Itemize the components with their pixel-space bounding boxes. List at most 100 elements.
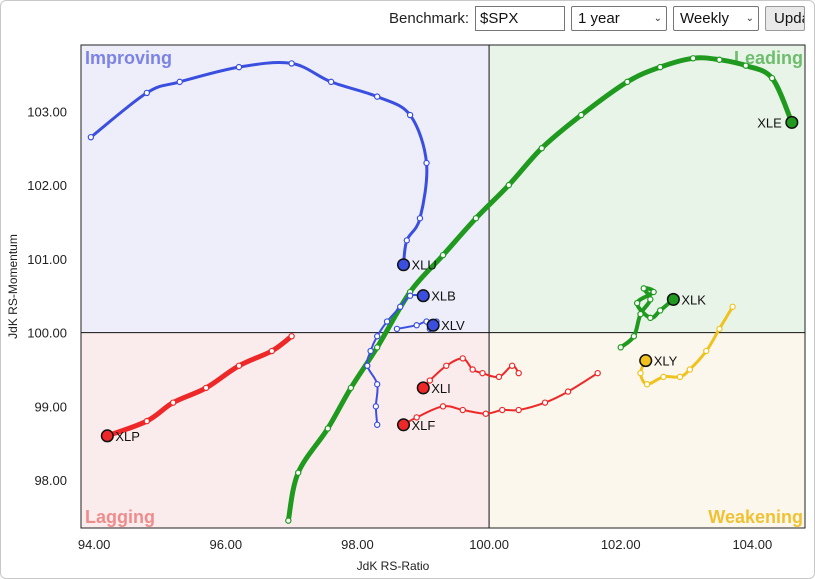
tail-point-xlf [541,399,549,406]
tail-point-xlu [406,111,414,119]
series-label-xly: XLY [654,354,678,369]
tail-point-xlv [413,322,420,329]
quadrant-label-improving: Improving [85,48,172,68]
tail-point-xly [716,325,723,333]
tail-point-xle [505,181,513,189]
y-axis-ticks: 98.00 99.00 100.00 101.00 102.00 103.00 [27,104,67,488]
center-crosshair [81,45,805,528]
period-select[interactable]: 1 year ⌄ [571,5,668,31]
x-tick-label: 100.00 [469,537,509,552]
frequency-select[interactable]: Weekly ⌄ [673,5,760,31]
quadrant-label-leading: Leading [734,48,803,68]
tail-point-xle [324,425,332,432]
series-label-xle: XLE [757,115,782,130]
tail-xlk[interactable]: XLK [617,285,706,351]
y-tick-label: 99.00 [34,399,67,414]
quadrant-improving-bg [81,45,490,333]
tail-point-xlv [393,325,401,333]
tail-point-xlu [143,89,151,97]
head-point-xlu[interactable] [396,258,411,272]
y-tick-label: 101.00 [27,252,67,267]
y-tick-label: 98.00 [34,473,67,488]
tail-point-xlu [288,60,295,67]
chart-controls: Benchmark: 1 year ⌄ Weekly ⌄ Update [389,5,806,31]
tail-point-xly [643,381,651,388]
tail-point-xli [495,373,503,381]
head-point-xli[interactable] [416,381,430,395]
tail-point-xli [515,369,522,377]
tail-point-xle [689,55,697,62]
tail-point-xlu [423,159,430,167]
tail-point-xlb [383,318,391,325]
head-point-xlp[interactable] [100,429,114,443]
head-point-xly[interactable] [639,354,653,368]
tail-point-xlu [235,63,243,71]
quadrant-lagging-bg [81,332,490,528]
tail-point-xlf [439,403,447,410]
head-point-xlb[interactable] [416,289,430,303]
tail-point-xli [443,362,450,369]
tail-point-xlb [364,362,371,369]
tail-point-xlb [373,381,381,388]
tail-point-xle [657,63,664,71]
head-point-xle[interactable] [785,115,799,129]
tail-point-xlb [406,292,414,299]
tail-point-xlf [594,369,601,377]
tail-xlu[interactable]: XLU [87,60,437,273]
x-tick-label: 102.00 [601,537,641,552]
rrg-tails: XLE XLU XLB XLV XLK XLY XLI XLF XLP [87,55,799,524]
frequency-select-value: Weekly [680,9,729,27]
tail-point-xli [426,377,434,384]
series-label-xlv: XLV [441,318,465,333]
benchmark-input[interactable] [475,5,566,31]
period-select-value: 1 year [578,9,620,27]
tail-point-xle [742,62,749,69]
tail-line-xlb [366,293,425,426]
series-label-xlf: XLF [412,418,436,433]
tail-point-xle [373,344,381,351]
tail-xle[interactable]: XLE [285,55,799,524]
head-point-xlf[interactable] [396,418,411,432]
tail-point-xlu [416,215,424,222]
tail-point-xle [439,251,447,259]
tail-line-xlk [618,286,676,350]
tail-xlv[interactable]: XLV [393,318,465,333]
tail-point-xlb [372,403,380,410]
tail-point-xlu [87,133,95,141]
x-tick-label: 104.00 [732,537,772,552]
tail-point-xli [479,369,486,377]
y-tick-label: 103.00 [27,104,67,119]
tail-point-xle [578,111,585,119]
tail-point-xlb [367,347,374,355]
tail-point-xly [729,303,736,310]
x-tick-label: 96.00 [210,537,243,552]
y-axis-title: JdK RS-Momentum [6,234,20,339]
chevron-down-icon: ⌄ [745,12,755,24]
tail-point-xle [472,215,480,222]
tail-point-xlf [499,406,506,414]
tail-point-xly [676,373,684,381]
update-button[interactable]: Update [765,5,806,31]
tail-point-xli [469,366,476,373]
tail-point-xle [347,384,355,392]
x-tick-label: 94.00 [78,537,111,552]
tail-point-xle [716,56,723,63]
x-axis-title: JdK RS-Ratio [357,559,430,573]
tail-point-xlp [235,362,243,369]
tail-point-xly [637,369,644,377]
head-point-xlk[interactable] [666,292,680,306]
tail-point-xlu [373,93,381,100]
tail-xlb[interactable]: XLB [364,289,456,428]
plot-border [80,44,806,529]
tail-xlf[interactable]: XLF [396,369,601,433]
tail-point-xly [703,347,710,355]
tail-xli[interactable]: XLI [416,355,522,396]
tail-point-xle [285,517,292,524]
head-point-xlv[interactable] [426,318,440,332]
tail-point-xlf [564,388,572,395]
tail-xlp[interactable]: XLP [100,333,295,444]
tail-point-xle [538,145,545,152]
tail-point-xlp [169,399,177,406]
tail-xly[interactable]: XLY [637,303,736,388]
